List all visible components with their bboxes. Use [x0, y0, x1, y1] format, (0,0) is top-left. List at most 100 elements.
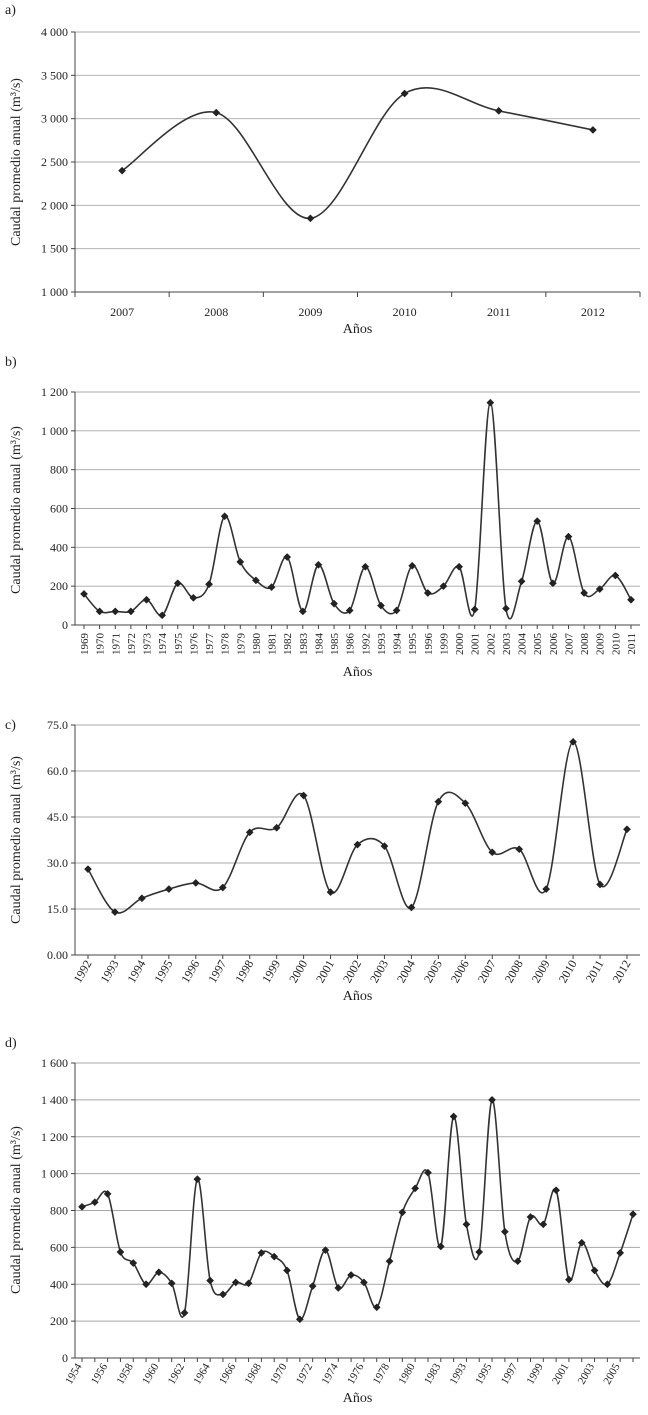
data-point — [407, 903, 416, 912]
data-point — [142, 1280, 151, 1289]
x-tick-label: 2008 — [502, 958, 526, 986]
data-point — [436, 1242, 445, 1251]
data-point — [580, 589, 589, 597]
x-tick-label: 2009 — [595, 633, 607, 656]
data-point — [142, 595, 151, 604]
y-tick-label: 600 — [50, 1240, 68, 1254]
data-point — [334, 1283, 343, 1292]
data-point — [84, 865, 92, 874]
y-tick-label: 1 000 — [41, 285, 68, 299]
data-point — [439, 582, 448, 591]
y-tick-label: 1 200 — [41, 385, 68, 399]
data-point — [564, 532, 573, 541]
data-point — [515, 845, 524, 854]
data-point — [590, 1266, 599, 1275]
y-tick-label: 1 400 — [41, 1093, 68, 1107]
y-tick-label: 60.0 — [47, 764, 68, 778]
data-point — [596, 880, 605, 889]
data-point — [251, 576, 260, 585]
panel-label: b) — [5, 355, 17, 370]
data-point — [80, 589, 88, 598]
data-point — [295, 1315, 304, 1324]
data-point — [623, 825, 631, 834]
data-point — [502, 604, 510, 613]
data-point — [616, 1248, 625, 1257]
data-point — [475, 1248, 484, 1256]
data-point — [272, 823, 281, 832]
y-tick-label: 200 — [50, 579, 68, 593]
data-point — [218, 883, 227, 892]
x-tick-label: 1968 — [243, 1361, 265, 1386]
chart-panel-1: b) 0 200 400 600 800 1 000 1 200 1969 1970 1971 197… — [5, 355, 640, 680]
x-tick-label: 1994 — [124, 958, 148, 986]
data-point — [154, 1268, 163, 1277]
panel-label: c) — [5, 718, 16, 733]
data-point — [455, 562, 464, 571]
data-point — [603, 1280, 612, 1289]
data-point — [423, 589, 432, 597]
data-point — [577, 1238, 586, 1247]
y-tick-label: 3 500 — [41, 68, 68, 82]
x-tick-label: 2002 — [340, 958, 364, 986]
x-axis-label: Años — [343, 665, 373, 680]
x-tick-label: 1996 — [178, 958, 202, 986]
x-tick-label: 1983 — [422, 1361, 444, 1386]
x-tick-label: 1984 — [313, 633, 325, 656]
data-point — [385, 1257, 394, 1266]
x-tick-label: 1976 — [188, 633, 200, 656]
data-point — [299, 791, 308, 800]
x-tick-label: 2003 — [576, 1361, 598, 1386]
data-point — [314, 560, 323, 569]
y-tick-label: 75.0 — [47, 718, 68, 732]
x-tick-label: 1981 — [267, 633, 279, 655]
data-point — [110, 908, 119, 917]
series-line — [87, 741, 628, 914]
x-tick-label: 2009 — [529, 958, 553, 986]
y-tick-label: 0.00 — [47, 948, 68, 962]
y-axis-label: Caudal promedio anual (m³/s) — [9, 426, 24, 594]
x-tick-label: 1995 — [473, 1361, 495, 1386]
x-tick-label: 2005 — [601, 1361, 623, 1386]
x-tick-label: 2001 — [313, 958, 337, 986]
y-axis-label: Caudal promedio anual (m³/s) — [9, 78, 24, 246]
x-tick-label: 1983 — [298, 633, 310, 656]
data-point — [158, 611, 167, 620]
x-tick-label: 1992 — [70, 958, 94, 986]
x-tick-label: 1999 — [438, 633, 450, 656]
data-point — [486, 398, 495, 407]
x-tick-label: 1999 — [525, 1361, 547, 1386]
x-tick-label: 2010 — [393, 305, 417, 319]
data-point — [189, 593, 198, 602]
data-point — [167, 1279, 176, 1288]
x-tick-label: 2003 — [501, 633, 513, 656]
data-point — [588, 125, 597, 134]
x-tick-label: 1973 — [142, 633, 154, 656]
x-tick-label: 1956 — [89, 1361, 111, 1386]
data-point — [494, 106, 503, 115]
x-tick-label: 1975 — [173, 633, 185, 656]
x-tick-label: 1999 — [259, 958, 283, 986]
data-point — [137, 894, 146, 903]
series-line — [81, 1099, 634, 1321]
data-point — [330, 599, 339, 608]
data-point — [193, 1175, 202, 1184]
x-tick-label: 2012 — [581, 305, 605, 319]
y-tick-label: 0 — [62, 618, 68, 632]
data-point — [218, 1290, 227, 1299]
data-point — [173, 579, 182, 588]
x-tick-label: 2003 — [367, 958, 391, 986]
data-point — [353, 840, 362, 849]
data-point — [533, 517, 542, 526]
x-tick-label: 2006 — [448, 958, 472, 986]
x-tick-label: 2012 — [609, 958, 633, 986]
y-tick-label: 1 200 — [41, 1130, 68, 1144]
data-point — [231, 1278, 240, 1287]
data-point — [392, 606, 401, 615]
data-point — [103, 1189, 112, 1198]
x-tick-label: 1994 — [392, 633, 404, 656]
x-tick-label: 2011 — [487, 305, 511, 319]
x-tick-label: 1995 — [151, 958, 175, 986]
x-tick-label: 2004 — [517, 633, 529, 656]
